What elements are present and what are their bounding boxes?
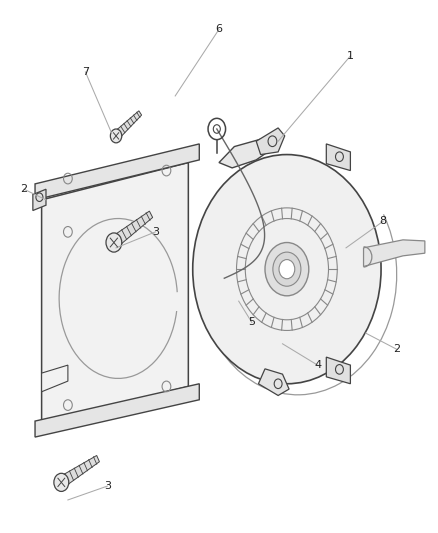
- Polygon shape: [114, 111, 141, 140]
- Polygon shape: [35, 144, 199, 200]
- Polygon shape: [219, 139, 272, 168]
- Circle shape: [273, 252, 301, 286]
- Circle shape: [265, 243, 309, 296]
- Polygon shape: [42, 365, 68, 392]
- Text: 1: 1: [347, 51, 354, 61]
- Text: 8: 8: [380, 216, 387, 226]
- Polygon shape: [326, 357, 350, 384]
- Text: 4: 4: [314, 360, 321, 370]
- Circle shape: [193, 155, 381, 384]
- Polygon shape: [326, 144, 350, 171]
- Text: 2: 2: [21, 184, 28, 194]
- Text: 3: 3: [152, 227, 159, 237]
- Polygon shape: [35, 384, 199, 437]
- Text: 2: 2: [393, 344, 400, 354]
- Circle shape: [54, 473, 69, 491]
- Circle shape: [106, 233, 122, 252]
- Circle shape: [110, 129, 122, 143]
- Polygon shape: [364, 240, 425, 266]
- Text: 6: 6: [215, 25, 223, 34]
- Text: 3: 3: [104, 481, 111, 491]
- Polygon shape: [256, 128, 285, 155]
- Polygon shape: [111, 211, 153, 248]
- Polygon shape: [33, 189, 46, 211]
- Text: 7: 7: [82, 67, 89, 77]
- Circle shape: [279, 260, 295, 279]
- Text: 5: 5: [248, 318, 255, 327]
- Polygon shape: [258, 369, 289, 395]
- Polygon shape: [59, 456, 99, 488]
- Polygon shape: [42, 163, 188, 424]
